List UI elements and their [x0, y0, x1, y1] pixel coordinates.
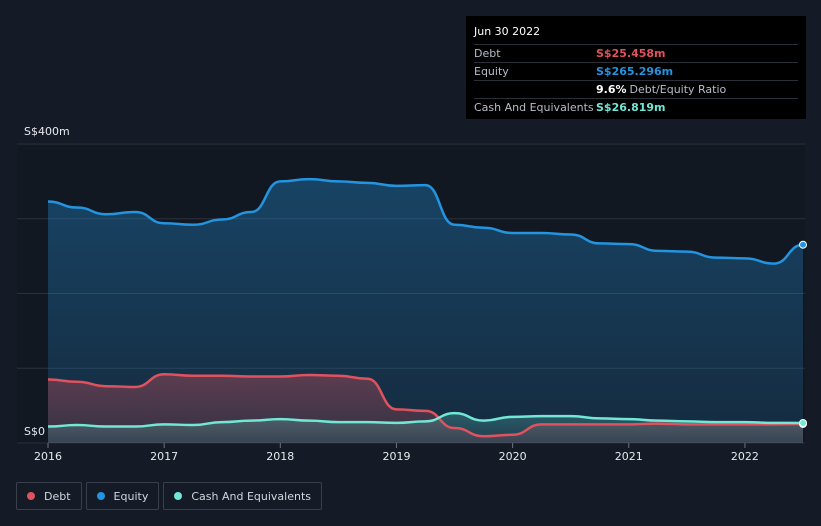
debt-line	[47, 372, 804, 438]
cash-endpoint	[799, 418, 807, 427]
tooltip-row-debt: Debt S$25.458m	[474, 45, 798, 63]
legend-equity-label: Equity	[113, 489, 149, 503]
tooltip-cash-label: Cash And Equivalents	[474, 101, 594, 114]
y-axis-zero-label: S$0	[24, 425, 45, 438]
y-axis-top-label: S$400m	[24, 125, 70, 138]
tooltip-ratio: 9.6% Debt/Equity Ratio	[596, 81, 726, 98]
x-tick-label: 2016	[34, 450, 62, 463]
legend-equity[interactable]: Equity	[85, 482, 160, 510]
tooltip-equity-label: Equity	[474, 65, 509, 78]
tooltip-debt-value: S$25.458m	[596, 47, 666, 60]
legend-cash-label: Cash And Equivalents	[191, 489, 311, 503]
legend-debt-dot-icon	[27, 492, 35, 500]
x-tick-label: 2018	[266, 450, 294, 463]
x-tick-label: 2022	[731, 450, 759, 463]
x-tick-label: 2017	[150, 450, 178, 463]
equity-endpoint	[799, 240, 807, 249]
tooltip-date: Jun 30 2022	[474, 22, 798, 45]
legend-cash[interactable]: Cash And Equivalents	[163, 482, 322, 510]
tooltip-row-equity: Equity S$265.296m	[474, 63, 798, 81]
tooltip-debt-label: Debt	[474, 47, 501, 60]
x-tick-label: 2021	[615, 450, 643, 463]
chart-legend: Debt Equity Cash And Equivalents	[16, 482, 322, 510]
x-tick-label: 2019	[382, 450, 410, 463]
legend-debt[interactable]: Debt	[16, 482, 82, 510]
legend-debt-label: Debt	[44, 489, 71, 503]
tooltip-cash-value: S$26.819m	[596, 101, 666, 114]
legend-equity-dot-icon	[96, 492, 105, 500]
tooltip-row-cash: Cash And Equivalents S$26.819m	[474, 99, 798, 116]
x-tick-label: 2020	[499, 450, 527, 463]
tooltip-panel: Jun 30 2022 Debt S$25.458m Equity S$265.…	[466, 16, 806, 119]
legend-cash-dot-icon	[174, 492, 183, 500]
equity-line	[47, 177, 804, 265]
tooltip-equity-value: S$265.296m	[596, 65, 674, 78]
tooltip-row-ratio: 9.6% Debt/Equity Ratio	[474, 81, 798, 99]
cash-area	[48, 413, 803, 443]
tooltip-ratio-label: Debt/Equity Ratio	[629, 83, 727, 96]
cash-line	[47, 411, 804, 428]
tooltip-ratio-value: 9.6%	[596, 83, 627, 96]
